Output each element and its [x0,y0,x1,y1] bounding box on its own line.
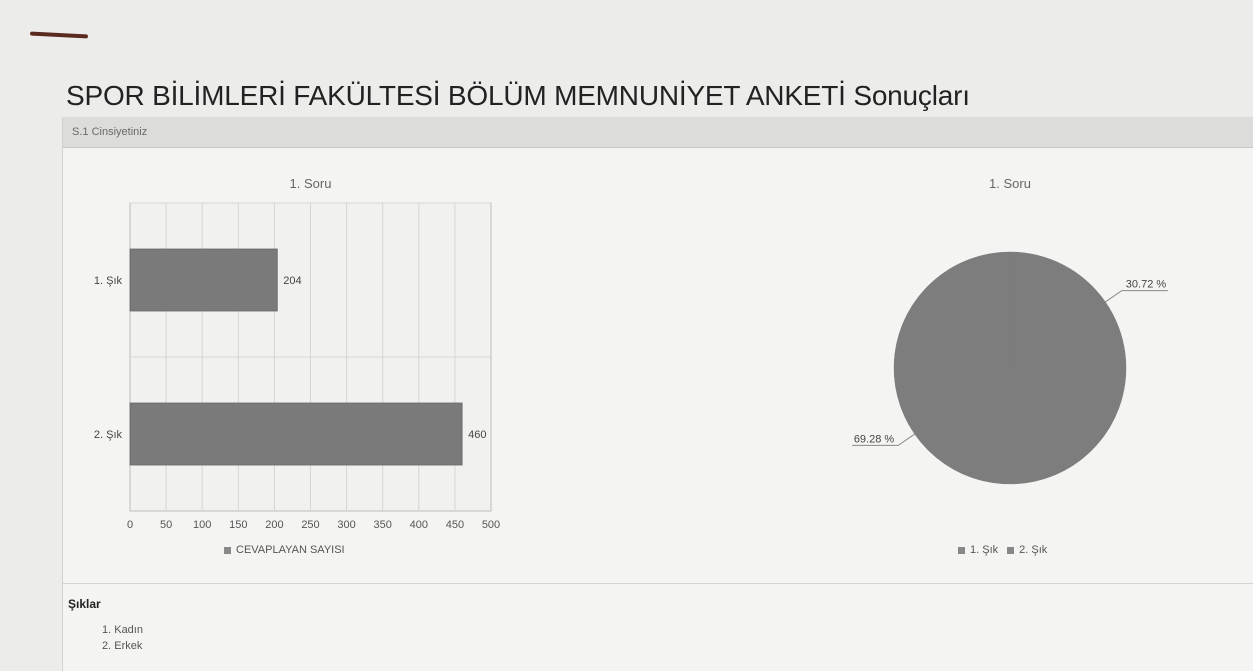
legend-swatch [224,546,231,554]
bar-value-label: 460 [468,429,486,441]
bar-chart-title: 1. Soru [290,176,332,191]
x-tick-label: 250 [301,519,319,531]
x-tick-label: 0 [127,519,133,531]
options-list: 1. Kadın 2. Erkek [102,622,143,654]
question-header: S.1 Cinsiyetiniz [63,117,1253,148]
bar [129,402,463,466]
legend-swatch [958,546,965,554]
x-tick-label: 100 [193,519,211,531]
legend-swatch [1007,546,1015,554]
pie-leader-line [1105,290,1168,303]
bar-value-label: 204 [283,275,301,287]
page-title: SPOR BİLİMLERİ FAKÜLTESİ BÖLÜM MEMNUNİYE… [66,80,970,111]
pie-leader-line [852,433,915,446]
option-item: 1. Kadın [102,624,143,636]
x-tick-label: 500 [482,519,500,531]
x-tick-label: 350 [374,519,392,531]
pie-slice [893,251,1119,485]
divider [62,583,1253,584]
pie-value-label: 69.28 % [854,433,895,445]
legend-label: CEVAPLAYAN SAYISI [236,544,345,556]
x-tick-label: 400 [410,519,428,531]
legend-label: 1. Şık [970,544,999,556]
legend-label: 2. Şık [1019,544,1048,556]
y-tick-label: 1. Şık [94,275,123,287]
bar [129,248,278,312]
bar-chart: 0 50 100 150 200 250 300 350 400 450 500 204 1. Şık 4… [94,176,500,531]
y-tick-label: 2. Şık [94,429,123,441]
option-item: 2. Erkek [102,640,143,652]
x-tick-label: 150 [229,519,247,531]
pie-chart-title: 1. Soru [989,176,1031,191]
bar-legend: CEVAPLAYAN SAYISI [224,544,345,556]
x-tick-label: 450 [446,519,464,531]
x-tick-label: 300 [337,519,355,531]
pie-slice [1009,251,1127,410]
pie-chart: 30.72 % 69.28 % 1. Soru [852,176,1168,485]
options-title: Şıklar [68,597,101,611]
x-tick-label: 200 [265,519,283,531]
pie-legend: 1. Şık 2. Şık [958,544,1047,556]
pie-value-label: 30.72 % [1126,279,1167,291]
question-label: S.1 Cinsiyetiniz [72,126,148,138]
x-tick-label: 50 [160,519,172,531]
